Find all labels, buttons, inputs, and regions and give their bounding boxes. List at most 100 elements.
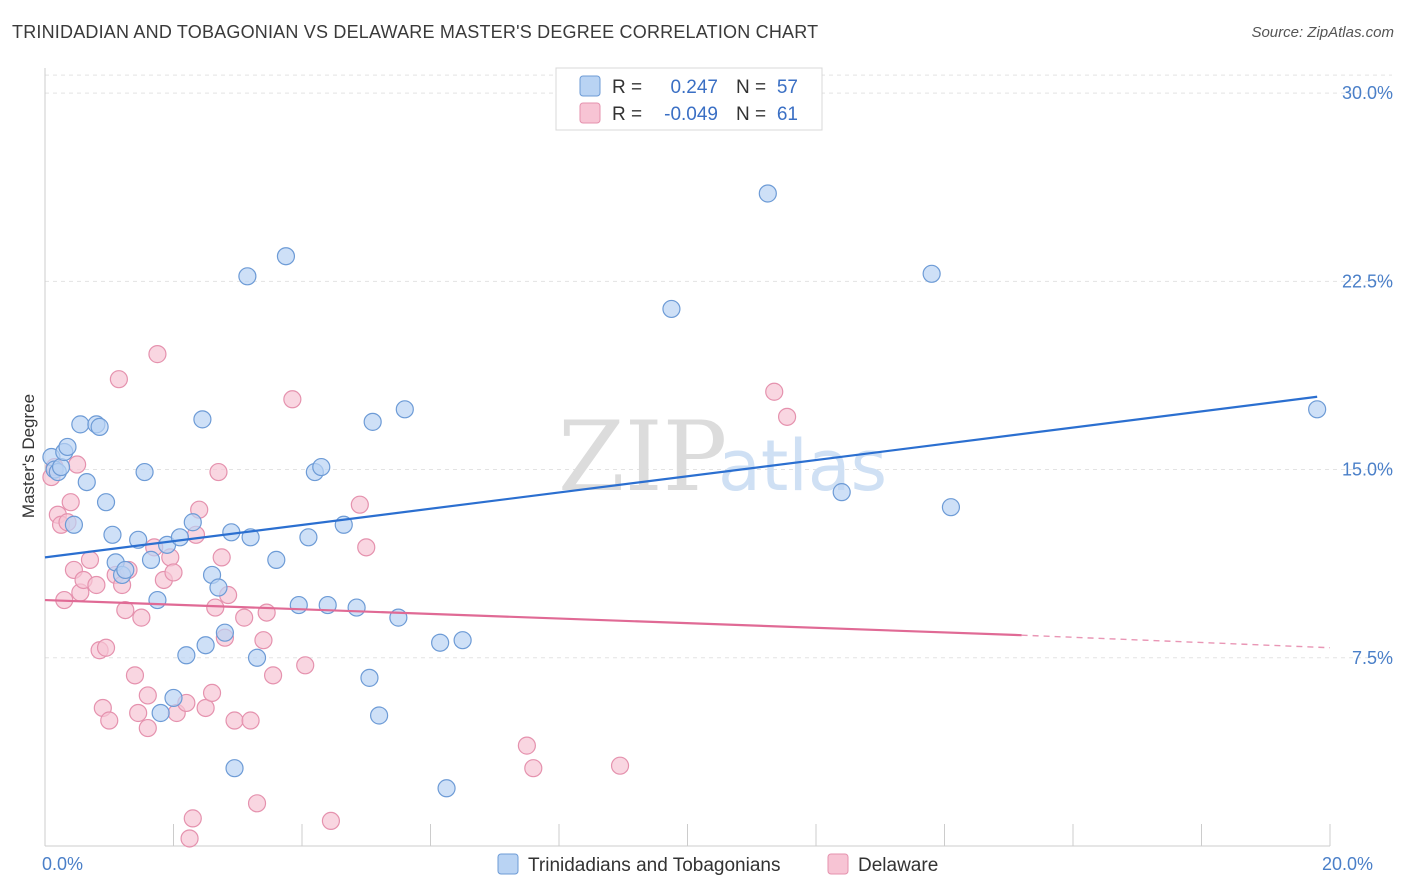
stats-r-label-pink: R = [612,104,642,125]
x-tick-label-max: 20.0% [1322,854,1373,874]
point-delaware [241,711,260,730]
point-trinidadians [116,560,135,580]
point-trinidadians [151,703,170,723]
legend-swatch-delaware[interactable] [827,853,849,875]
trend-line-delaware [44,598,1022,637]
y-tick-label: 15.0% [1342,460,1393,480]
bottom-legend: Trinidadians and Tobagonians Delaware [497,853,938,876]
point-trinidadians [360,668,379,687]
scatter-points [42,184,1327,848]
point-trinidadians [437,779,456,798]
point-trinidadians [215,623,234,642]
point-trinidadians [289,595,308,615]
x-ticks [44,824,1331,846]
point-trinidadians [347,598,366,617]
point-delaware [263,666,283,685]
point-delaware [517,736,536,755]
point-trinidadians [141,550,161,569]
stats-r-value-blue: 0.247 [670,77,718,98]
legend-swatch-trinidadians[interactable] [497,853,519,875]
point-delaware [125,666,145,685]
watermark-atlas: atlas [718,425,887,507]
stats-n-label-pink: N = [736,104,766,125]
point-delaware [68,455,87,474]
point-delaware [296,656,315,675]
point-delaware [206,598,225,617]
stats-swatch-blue [579,75,601,97]
point-delaware [209,462,228,482]
point-trinidadians [177,646,196,665]
point-delaware [196,698,215,718]
point-trinidadians [96,493,116,512]
point-trinidadians [299,528,318,547]
legend-label-trinidadians[interactable]: Trinidadians and Tobagonians [528,855,780,876]
point-delaware [350,495,369,514]
point-trinidadians [183,513,202,532]
point-trinidadians [51,457,71,477]
point-trinidadians [90,417,109,436]
grid-lines [45,74,1392,659]
point-delaware [765,382,784,401]
point-trinidadians [662,299,681,319]
point-trinidadians [276,247,296,266]
stats-legend-box: R = 0.247 N = 57 R = -0.049 N = 61 [555,67,823,131]
point-trinidadians [431,633,450,652]
chart-title: TRINIDADIAN AND TOBAGONIAN VS DELAWARE M… [12,22,819,42]
point-delaware [148,345,167,364]
legend-label-delaware[interactable]: Delaware [858,855,938,876]
point-trinidadians [225,759,244,778]
point-trinidadians [135,462,154,482]
point-trinidadians [58,437,77,457]
point-delaware [225,711,244,730]
point-delaware [138,686,157,705]
point-trinidadians [395,400,414,419]
point-delaware [132,608,151,627]
point-trinidadians [363,412,382,431]
point-delaware [180,829,199,848]
point-trinidadians [193,410,212,429]
trend-lines [44,395,1331,649]
point-delaware [202,683,222,703]
stats-swatch-pink [579,102,601,124]
point-trinidadians [370,706,389,725]
point-trinidadians [103,525,122,544]
point-delaware [357,538,376,557]
point-trinidadians [758,184,777,203]
point-delaware [129,703,148,723]
point-trinidadians [312,457,331,477]
point-delaware [116,600,135,620]
point-delaware [235,608,254,627]
point-trinidadians [170,528,190,547]
point-delaware [87,575,106,595]
point-delaware [321,811,341,831]
point-trinidadians [922,264,941,283]
point-delaware [100,711,119,730]
stats-r-label-blue: R = [612,77,642,98]
point-trinidadians [453,631,472,650]
point-delaware [257,603,276,622]
point-trinidadians [247,648,267,667]
point-trinidadians [77,472,96,492]
trend-line-delaware-extension [1021,634,1331,649]
watermark-zip: ZIP [558,401,727,513]
point-trinidadians [164,688,183,708]
point-trinidadians [1308,400,1327,419]
point-delaware [247,794,267,813]
y-tick-label: 22.5% [1342,271,1393,291]
point-trinidadians [148,590,167,610]
point-trinidadians [941,498,961,517]
stats-n-value-blue: 57 [777,77,798,98]
trend-line-trinidadians [44,395,1318,559]
stats-n-label-blue: N = [736,77,766,98]
point-trinidadians [832,483,851,502]
point-trinidadians [71,415,90,434]
y-tick-label: 30.0% [1342,83,1393,103]
y-axis-title: Master's Degree [19,394,38,518]
point-trinidadians [64,515,84,534]
point-trinidadians [238,267,257,286]
point-trinidadians [209,578,228,597]
y-tick-labels: 7.5% 15.0% 22.5% 30.0% [1342,83,1393,668]
point-delaware [96,638,116,657]
stats-r-value-pink: -0.049 [664,104,718,125]
